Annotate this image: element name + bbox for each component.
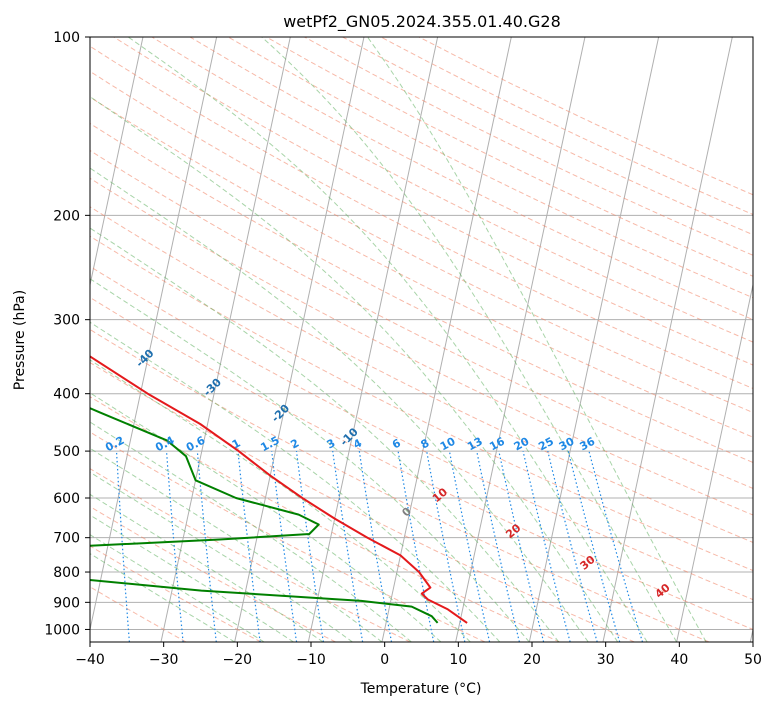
y-tick-label: 300 bbox=[53, 313, 80, 329]
isotherm-line bbox=[381, 37, 512, 642]
temperature-profile-line bbox=[90, 355, 468, 624]
mixing-ratio-line bbox=[332, 451, 364, 642]
mixing-ratio-label: 30 bbox=[557, 435, 577, 454]
y-tick-label: 1000 bbox=[44, 622, 80, 638]
dewpoint-profile-line bbox=[90, 407, 439, 624]
x-tick-label: −30 bbox=[149, 652, 179, 668]
mixing-ratio-line bbox=[271, 451, 298, 642]
moist-adiabat-line bbox=[90, 278, 530, 642]
dry-adiabat-line bbox=[90, 177, 753, 516]
x-tick-label: 40 bbox=[670, 652, 688, 668]
x-tick-label: −40 bbox=[75, 652, 105, 668]
dry-adiabat-line bbox=[90, 468, 411, 642]
y-tick-label: 100 bbox=[53, 30, 80, 46]
moist-adiabat-line bbox=[90, 392, 442, 642]
dry-adiabat-line bbox=[90, 235, 753, 572]
moist-adiabat-line bbox=[90, 96, 619, 642]
mixing-ratio-line bbox=[196, 451, 217, 642]
isotherm-line bbox=[676, 282, 753, 642]
mixing-ratio-line bbox=[522, 450, 571, 642]
mixing-ratio-line bbox=[476, 450, 520, 642]
x-tick-label: −20 bbox=[223, 652, 253, 668]
mixing-ratio-label: 16 bbox=[487, 435, 507, 454]
dry-adiabat-line bbox=[90, 328, 710, 642]
moist-adiabat-line bbox=[90, 359, 471, 642]
isotherm-line bbox=[90, 37, 144, 288]
dry-adiabat-line bbox=[90, 265, 753, 601]
x-tick-label: −10 bbox=[296, 652, 326, 668]
moist-adiabat-line bbox=[90, 553, 235, 642]
mixing-ratio-line bbox=[567, 450, 621, 642]
moist-adiabat-line bbox=[90, 493, 324, 642]
y-axis: 100 200 300 400 500 600 700 800 900 1000 bbox=[44, 30, 90, 638]
series-layer bbox=[90, 355, 468, 624]
x-tick-label: 30 bbox=[597, 652, 615, 668]
x-tick-label: 10 bbox=[449, 652, 467, 668]
chart-title: wetPf2_GN05.2024.355.01.40.G28 bbox=[283, 12, 561, 32]
mixing-ratio-line bbox=[588, 450, 644, 642]
y-tick-label: 800 bbox=[53, 565, 80, 581]
mixing-ratio-label: 20 bbox=[512, 435, 532, 454]
mixing-ratio-label: 36 bbox=[578, 435, 598, 454]
y-tick-label: 900 bbox=[53, 595, 80, 611]
y-tick-label: 700 bbox=[53, 531, 80, 547]
x-axis: −40 −30 −20 −10 0 10 20 30 40 50 bbox=[75, 642, 762, 668]
dry-adiabat-line bbox=[113, 37, 753, 366]
mixing-ratio-label: 25 bbox=[536, 435, 556, 454]
dry-adiabat-line bbox=[90, 505, 336, 642]
dry-adiabat-line bbox=[90, 149, 753, 489]
dry-adiabat-line bbox=[90, 396, 560, 642]
plot-frame bbox=[89, 36, 754, 643]
y-axis-label: Pressure (hPa) bbox=[12, 290, 28, 390]
dry-adiabat-line bbox=[90, 45, 753, 390]
mixing-ratio-line bbox=[237, 451, 261, 642]
x-tick-label: 20 bbox=[523, 652, 541, 668]
dry-adiabat-line bbox=[90, 96, 753, 438]
mixing-ratio-label: 10 bbox=[438, 435, 458, 454]
moist-adiabat-line bbox=[90, 471, 353, 642]
mixing-ratio-line bbox=[295, 451, 324, 642]
isotherm-line bbox=[234, 37, 365, 642]
y-tick-label: 400 bbox=[53, 387, 80, 403]
moist-adiabat-line bbox=[127, 37, 648, 642]
y-tick-label: 200 bbox=[53, 208, 80, 224]
moist-adiabat-line bbox=[90, 227, 560, 642]
y-tick-label: 500 bbox=[53, 444, 80, 460]
mixing-ratio-line bbox=[165, 451, 184, 642]
mixing-ratio-line bbox=[397, 450, 435, 642]
dry-adiabat-line bbox=[90, 122, 753, 463]
mixing-ratio-line bbox=[547, 450, 598, 642]
moist-adiabat-line bbox=[90, 321, 501, 642]
isotherm-line bbox=[90, 37, 218, 632]
x-axis-label: Temperature (°C) bbox=[360, 681, 482, 697]
isotherm-line bbox=[602, 37, 733, 642]
dry-adiabat-line bbox=[90, 206, 753, 543]
moist-adiabat-line bbox=[261, 37, 678, 642]
moist-adiabat-line bbox=[367, 37, 707, 642]
mixing-ratio-label: 13 bbox=[465, 435, 485, 454]
y-tick-label: 600 bbox=[53, 491, 80, 507]
x-tick-label: 50 bbox=[744, 652, 762, 668]
mixing-ratio-line bbox=[448, 450, 491, 642]
mixing-ratio-line bbox=[498, 450, 545, 642]
moist-adiabat-line bbox=[90, 167, 589, 642]
dry-adiabat-line bbox=[90, 431, 486, 642]
x-tick-label: 0 bbox=[380, 652, 389, 668]
